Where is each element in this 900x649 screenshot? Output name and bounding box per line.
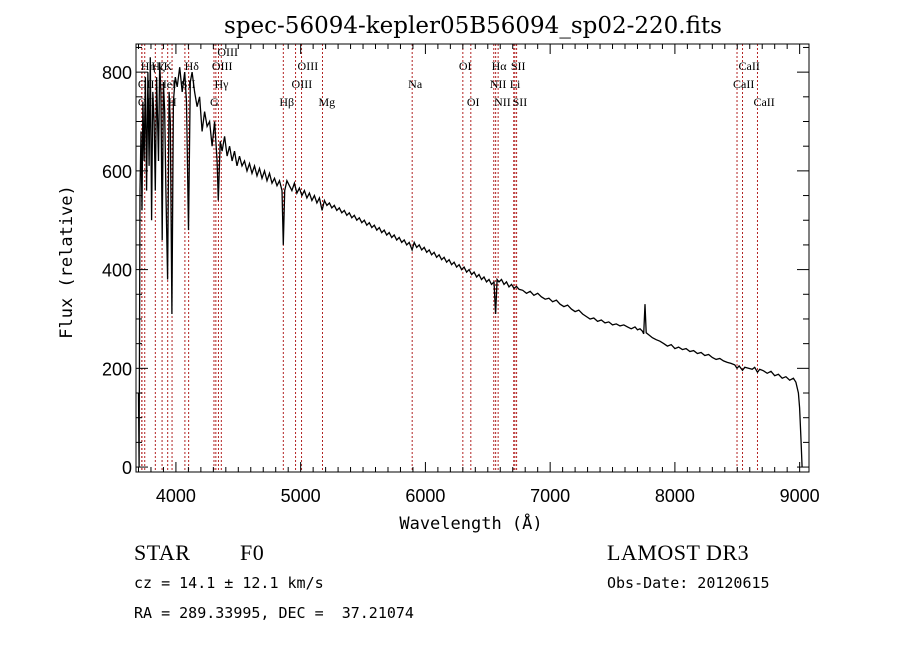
x-tick-label: 9000 <box>780 486 820 506</box>
emission-line-label: OIII <box>298 59 319 73</box>
y-tick-label: 800 <box>102 63 132 83</box>
emission-line-label: OI <box>467 95 480 109</box>
observation-date: Obs-Date: 20120615 <box>607 574 770 592</box>
emission-line-label: CaII <box>733 77 754 91</box>
coordinates: RA = 289.33995, DEC = 37.21074 <box>134 604 414 622</box>
redshift-info: cz = 14.1 ± 12.1 km/s <box>134 574 324 592</box>
emission-line-label: Hα <box>492 59 508 73</box>
y-axis-label: Flux (relative) <box>57 185 77 339</box>
spectral-subclass: F0 <box>240 540 265 565</box>
y-tick-label: 200 <box>102 359 132 379</box>
emission-line-markers <box>141 44 758 472</box>
emission-line-label: K <box>164 59 173 73</box>
spectrum-line <box>137 57 803 468</box>
emission-line-label: OIII <box>292 77 313 91</box>
emission-line-label: NII <box>494 95 511 109</box>
x-tick-label: 4000 <box>156 486 196 506</box>
chart-title: spec-56094-kepler05B56094_sp02-220.fits <box>224 13 722 39</box>
y-tick-label: 0 <box>122 458 132 478</box>
x-tick-label: 7000 <box>530 486 570 506</box>
emission-line-label: SII <box>511 59 526 73</box>
emission-line-label: Hη <box>141 59 156 73</box>
emission-line-label: Hβ <box>279 95 294 109</box>
emission-line-label: Hδ <box>185 59 200 73</box>
emission-line-label: OI <box>459 59 472 73</box>
emission-line-label: Li <box>510 77 521 91</box>
emission-line-label: H <box>168 95 177 109</box>
plot-frame <box>135 43 810 473</box>
x-axis-label: Wavelength (Å) <box>399 512 542 534</box>
x-axis-ticks: 4000 5000 6000 7000 8000 9000 <box>137 44 820 506</box>
emission-line-label: OIII <box>212 59 233 73</box>
emission-line-label: Hγ <box>214 77 229 91</box>
y-tick-label: 400 <box>102 261 132 281</box>
emission-line-label: SII <box>513 95 528 109</box>
emission-line-label: OIII <box>217 45 238 59</box>
emission-line-label: G <box>210 95 219 109</box>
emission-line-label: CaII <box>753 95 774 109</box>
y-axis-ticks: 0 200 400 600 800 <box>102 46 809 478</box>
x-tick-label: 6000 <box>405 486 445 506</box>
emission-line-label: HeI <box>158 77 176 91</box>
x-tick-label: 5000 <box>281 486 321 506</box>
emission-line-label: NII <box>490 77 507 91</box>
emission-line-label: Hζ <box>151 59 165 73</box>
emission-line-label: Na <box>408 77 423 91</box>
emission-line-label: CaII <box>739 59 760 73</box>
object-class: STAR <box>134 540 191 565</box>
y-tick-label: 600 <box>102 162 132 182</box>
x-tick-label: 8000 <box>655 486 695 506</box>
emission-line-label: Mg <box>318 95 335 109</box>
survey-name: LAMOST DR3 <box>607 540 750 565</box>
